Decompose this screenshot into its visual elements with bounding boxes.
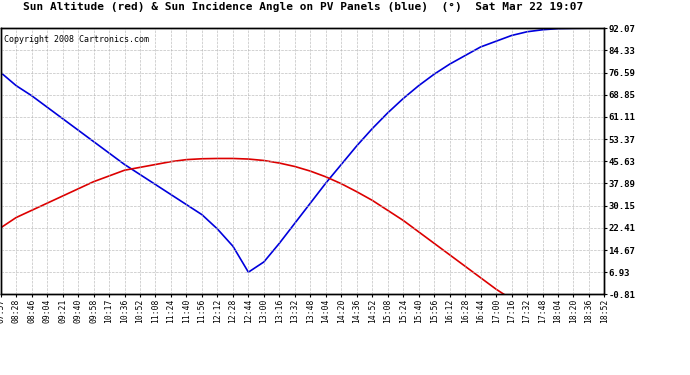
Text: Sun Altitude (red) & Sun Incidence Angle on PV Panels (blue)  (°)  Sat Mar 22 19: Sun Altitude (red) & Sun Incidence Angle… <box>23 2 584 12</box>
Text: Copyright 2008 Cartronics.com: Copyright 2008 Cartronics.com <box>3 35 149 44</box>
